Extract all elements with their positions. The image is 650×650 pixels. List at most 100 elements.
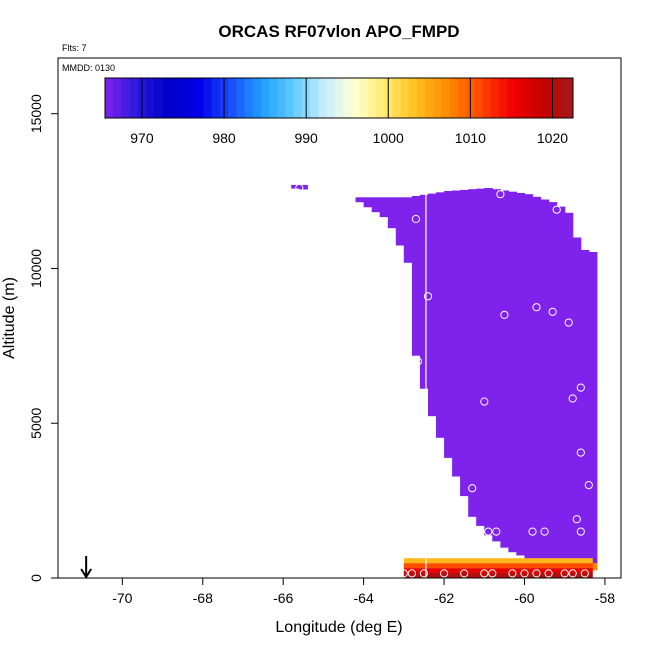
colorbar-segment <box>540 78 549 118</box>
field-cell <box>540 485 550 494</box>
observation-point <box>423 292 433 301</box>
field-cell <box>556 423 566 432</box>
field-cell <box>532 245 542 254</box>
field-cell <box>540 516 550 525</box>
field-cell <box>468 189 477 192</box>
field-cell <box>395 222 405 231</box>
field-cell <box>500 400 509 409</box>
field-cell <box>556 229 566 239</box>
chart-title: ORCAS RF07vlon APO_FMPD <box>218 22 459 41</box>
field-cell <box>411 345 421 355</box>
field-cell <box>556 461 566 471</box>
field-cell <box>532 196 542 200</box>
field-cell <box>452 454 461 463</box>
field-cell <box>556 376 566 386</box>
field-cell <box>556 508 566 517</box>
field-cell <box>532 516 542 525</box>
field-cell <box>492 229 501 239</box>
field-cell <box>508 407 517 417</box>
observation-point <box>480 397 489 406</box>
field-cell <box>516 284 525 293</box>
colorbar-segment <box>490 78 500 118</box>
field-cell <box>444 291 453 300</box>
field-cell <box>492 189 501 192</box>
field-cell <box>580 500 590 509</box>
field-cell <box>484 260 493 269</box>
field-cell <box>452 461 461 471</box>
field-cell <box>428 193 437 200</box>
field-cell <box>508 314 517 324</box>
field-cell <box>548 446 558 455</box>
colorbar-segment <box>293 78 303 118</box>
field-cell <box>540 454 550 463</box>
field-cell <box>419 345 429 355</box>
field-cell <box>580 508 590 517</box>
field-cell <box>516 369 525 378</box>
field-cell <box>548 345 558 355</box>
field-cell <box>508 531 517 540</box>
field-cell <box>436 415 445 424</box>
field-cell <box>564 322 574 331</box>
field-cell <box>411 260 421 269</box>
field-cell <box>540 477 550 486</box>
colorbar-segment <box>113 78 122 118</box>
field-cell <box>484 206 493 215</box>
field-cell <box>508 508 517 517</box>
field-cell <box>548 508 558 517</box>
field-cell <box>540 492 550 502</box>
field-cell <box>460 214 469 223</box>
field-cell <box>419 330 429 339</box>
colorbar-segment <box>433 78 443 118</box>
field-cell <box>524 330 534 339</box>
field-cell <box>524 338 534 347</box>
field-cell <box>476 423 485 432</box>
field-cell <box>540 376 550 386</box>
observation-point <box>440 525 449 535</box>
field-cell <box>548 202 558 208</box>
field-cell <box>403 206 413 215</box>
field-cell <box>500 276 509 285</box>
field-cell <box>572 253 582 262</box>
field-cell <box>484 299 493 308</box>
field-cell <box>428 198 437 208</box>
field-cell <box>468 330 477 339</box>
observation-point <box>413 357 422 366</box>
colorbar-segment <box>195 78 204 118</box>
field-cell <box>500 469 509 478</box>
field-cell <box>492 314 501 324</box>
field-cell <box>564 539 574 548</box>
field-cell <box>508 461 517 471</box>
field-cell <box>468 431 477 440</box>
field-cell <box>564 508 574 517</box>
field-cell <box>580 345 590 355</box>
field-cell <box>508 191 517 200</box>
field-cell <box>524 423 534 432</box>
field-cell <box>516 198 525 208</box>
observation-point <box>399 569 408 578</box>
field-cell <box>484 431 493 440</box>
field-cell <box>508 492 517 502</box>
colorbar-segment <box>326 78 336 118</box>
field-cell <box>588 431 598 440</box>
field-cell <box>452 307 461 316</box>
field-cell <box>564 212 574 215</box>
colorbar-segment <box>318 78 328 118</box>
field-cell <box>476 523 485 526</box>
field-cell <box>508 516 517 525</box>
field-cell <box>444 376 453 386</box>
field-cell <box>588 299 598 308</box>
field-cell <box>468 369 477 378</box>
field-cell <box>516 353 525 362</box>
field-cell <box>460 431 469 440</box>
field-cell <box>436 214 445 223</box>
field-cell <box>516 260 525 269</box>
field-cell <box>548 330 558 339</box>
field-cell <box>444 431 453 440</box>
field-cell <box>411 198 421 208</box>
field-cell <box>548 384 558 393</box>
field-cell <box>476 307 485 316</box>
field-cell <box>540 268 550 277</box>
field-cell <box>556 431 566 440</box>
field-cell <box>387 222 397 229</box>
field-cell <box>444 191 453 192</box>
